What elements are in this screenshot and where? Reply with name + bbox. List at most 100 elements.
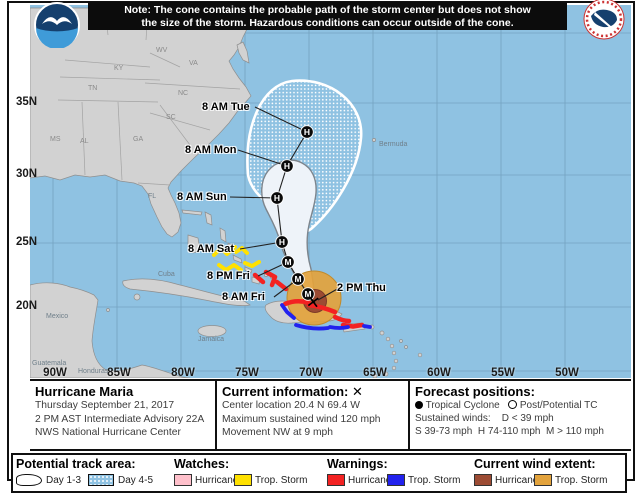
disclaimer-banner: Note: The cone contains the probable pat… <box>88 2 567 30</box>
legend-row: Potential track area: Watches: Warnings:… <box>11 453 627 493</box>
storm-info-box: Hurricane Maria Thursday September 21, 2… <box>30 381 215 449</box>
state-label-ga: GA <box>133 136 144 143</box>
legend-hurricane-warning-label: Hurricane <box>348 475 392 486</box>
state-label-tn: TN <box>88 85 98 92</box>
marker-intensity: H <box>284 161 290 171</box>
marker-intensity: M <box>294 274 301 284</box>
lon-label: 70W <box>299 367 323 378</box>
current-position-hurricane-icon: ✕ <box>304 292 322 313</box>
place-label-honduras: Honduras <box>78 368 109 375</box>
wind-category-h: H 74-110 mph <box>477 426 541 437</box>
state-label-nc: NC <box>178 90 189 97</box>
legend-warnings-title: Warnings: <box>327 457 388 471</box>
legend-ts-extent-label: Trop. Storm <box>555 475 608 486</box>
track-label-8am-sun: 8 AM Sun <box>177 191 227 203</box>
lat-label: 30N <box>16 168 38 180</box>
state-label-ky: KY <box>114 65 124 72</box>
marker-intensity: M <box>304 289 311 299</box>
track-label-8pm-fri: 8 PM Fri <box>207 270 250 282</box>
storm-date: Thursday September 21, 2017 <box>35 400 175 411</box>
state-label-wv: WV <box>156 47 168 54</box>
lon-label: 80W <box>171 367 195 378</box>
tropical-cyclone-dot-icon <box>415 401 423 409</box>
forecast-position-markers: M M M H H H H <box>270 125 315 301</box>
wind-category-m: M > 110 mph <box>546 426 604 437</box>
place-label-mexico: Mexico <box>46 313 69 320</box>
marker-intensity: H <box>274 193 280 203</box>
place-label-jamaica: Jamaica <box>198 336 225 343</box>
legend-swatch-ts-watch <box>234 474 252 486</box>
forecast-cone-map: M M M H H H H ✕ 2 PM Thu 8 AM Fri 8 PM F… <box>30 5 631 378</box>
hurricane-symbol-icon: ✕ <box>352 384 363 399</box>
post-tc-label: Post/Potential TC <box>519 400 598 411</box>
legend-swatch-hurricane-warning <box>327 474 345 486</box>
storm-title: Hurricane Maria <box>35 384 134 399</box>
land-masses <box>30 7 423 378</box>
map-canvas: M M M H H H H <box>30 5 631 378</box>
state-label-va: VA <box>189 60 198 67</box>
legend-ts-warning-label: Trop. Storm <box>408 475 461 486</box>
legend-day1-3-label: Day 1-3 <box>46 475 82 486</box>
track-label-8am-tue: 8 AM Tue <box>202 101 250 113</box>
legend-swatch-day1-3 <box>16 474 42 486</box>
track-label-8am-fri: 8 AM Fri <box>222 291 265 303</box>
watch-warning-segments <box>212 245 372 331</box>
legend-wind-extent-title: Current wind extent: <box>474 457 596 471</box>
state-borders <box>57 7 241 186</box>
track-label-8am-sat: 8 AM Sat <box>188 243 235 255</box>
storm-agency: NWS National Hurricane Center <box>35 427 181 438</box>
legend-ts-watch-label: Trop. Storm <box>255 475 308 486</box>
legend-swatch-ts-warning <box>387 474 405 486</box>
post-tc-circle-icon <box>508 400 518 409</box>
lon-label: 90W <box>43 367 67 378</box>
marker-intensity: H <box>304 127 310 137</box>
state-label-sc: SC <box>166 114 176 121</box>
legend-swatch-ts-extent <box>534 474 552 486</box>
lon-label: 75W <box>235 367 259 378</box>
legend-day4-5-label: Day 4-5 <box>118 475 154 486</box>
lat-label: 20N <box>16 300 38 312</box>
state-label-ms: MS <box>50 136 61 143</box>
lon-label: 85W <box>107 367 131 378</box>
legend-track-area-title: Potential track area: <box>16 457 136 471</box>
lon-label: 50W <box>555 367 579 378</box>
tropical-cyclone-label: Tropical Cyclone <box>425 400 500 411</box>
lon-label: 55W <box>491 367 515 378</box>
nws-logo <box>583 0 625 45</box>
current-center-location: Center location 20.4 N 69.4 W <box>222 400 360 411</box>
legend-swatch-day4-5 <box>88 474 114 486</box>
current-max-wind: Maximum sustained wind 120 mph <box>222 413 381 425</box>
noaa-logo <box>34 2 80 53</box>
lat-label: 35N <box>16 96 38 108</box>
disclaimer-line1: Note: The cone contains the probable pat… <box>124 4 531 16</box>
lon-label: 65W <box>363 367 387 378</box>
current-info-title: Current information: <box>222 384 349 399</box>
marker-intensity: M <box>284 257 291 267</box>
place-label-fl: FL <box>148 193 157 200</box>
storm-advisory: 2 PM AST Intermediate Advisory 22A <box>35 413 205 425</box>
current-movement: Movement NW at 9 mph <box>222 427 334 438</box>
track-label-8am-mon: 8 AM Mon <box>185 144 237 156</box>
place-label-cuba: Cuba <box>158 271 175 278</box>
lat-label: 25N <box>16 236 38 248</box>
legend-swatch-hurricane-extent <box>474 474 492 486</box>
sustained-winds-label: Sustained winds: <box>415 413 491 424</box>
forecast-positions-box: Forecast positions: Tropical Cyclone Pos… <box>408 381 631 449</box>
marker-intensity: H <box>279 237 285 247</box>
lon-label: 60W <box>427 367 451 378</box>
place-label-bermuda: Bermuda <box>379 141 408 148</box>
current-info-box: Current information: ✕ Center location 2… <box>215 381 408 449</box>
wind-category-d: D < 39 mph <box>501 413 554 424</box>
disclaimer-line2: the size of the storm. Hazardous conditi… <box>141 17 514 29</box>
forecast-positions-title: Forecast positions: <box>415 384 535 399</box>
wind-category-s: S 39-73 mph <box>415 426 473 437</box>
state-label-al: AL <box>80 138 89 145</box>
info-row: Hurricane Maria Thursday September 21, 2… <box>30 379 631 451</box>
legend-hurricane-extent-label: Hurricane <box>495 475 539 486</box>
place-label-guatemala: Guatemala <box>32 360 67 367</box>
legend-swatch-hurricane-watch <box>174 474 192 486</box>
legend-hurricane-watch-label: Hurricane <box>195 475 239 486</box>
track-label-2pm-thu: 2 PM Thu <box>337 282 386 294</box>
nhc-forecast-graphic: { "banner": { "line1": "Note: The cone c… <box>7 0 635 493</box>
legend-watches-title: Watches: <box>174 457 230 471</box>
